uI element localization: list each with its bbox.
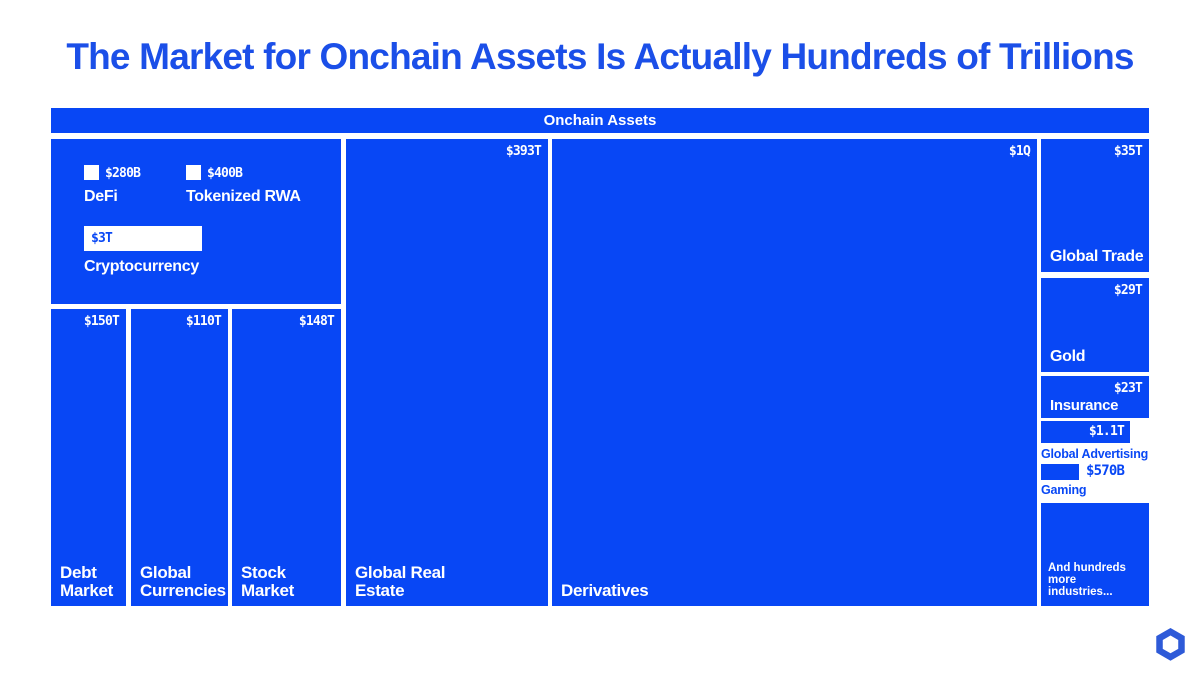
stock-market-label: Stock Market — [241, 563, 295, 601]
tokenized-rwa-swatch-icon — [186, 165, 201, 180]
treemap-box-global-trade: $35T Global Trade — [1041, 139, 1149, 272]
gaming-value: $570B — [1086, 463, 1125, 479]
global-real-estate-label: Global Real Estate — [355, 563, 446, 601]
insurance-value: $23T — [1113, 381, 1143, 396]
defi-swatch-icon — [84, 165, 99, 180]
treemap-bar-gaming — [1041, 464, 1079, 480]
treemap-box-global-real-estate: $393T Global Real Estate — [346, 139, 548, 606]
defi-value: $280B — [105, 166, 141, 181]
global-currencies-value: $110T — [185, 314, 222, 329]
cryptocurrency-value: $3T — [91, 231, 113, 246]
defi-label: DeFi — [84, 188, 118, 205]
treemap-box-more-industries: And hundreds more industries... — [1041, 503, 1149, 606]
derivatives-value: $1Q — [1008, 144, 1031, 159]
treemap-box-global-currencies: $110T Global Currencies — [131, 309, 228, 606]
tokenized-rwa-value: $400B — [207, 166, 243, 181]
treemap-box-derivatives: $1Q Derivatives — [552, 139, 1037, 606]
gaming-label: Gaming — [1041, 483, 1087, 497]
page-title: The Market for Onchain Assets Is Actuall… — [66, 36, 1134, 77]
global-advertising-label: Global Advertising — [1041, 447, 1149, 461]
global-real-estate-value: $393T — [505, 144, 542, 159]
debt-market-label: Debt Market — [60, 563, 114, 601]
treemap-box-crypto-group: $280B DeFi $400B Tokenized RWA $3T Crypt… — [51, 139, 341, 304]
treemap-box-gold: $29T Gold — [1041, 278, 1149, 372]
derivatives-label: Derivatives — [561, 581, 649, 601]
treemap-box-insurance: $23T Insurance — [1041, 376, 1149, 418]
chainlink-logo-icon — [1156, 628, 1185, 661]
cryptocurrency-bar: $3T — [84, 226, 202, 251]
global-trade-value: $35T — [1113, 144, 1143, 159]
onchain-assets-treemap: Onchain Assets $280B DeFi $400B Tokenize… — [51, 108, 1149, 606]
cryptocurrency-label: Cryptocurrency — [84, 258, 199, 275]
gold-value: $29T — [1113, 283, 1143, 298]
stock-market-value: $148T — [298, 314, 335, 329]
tokenized-rwa-label: Tokenized RWA — [186, 188, 301, 205]
treemap-box-stock-market: $148T Stock Market — [232, 309, 341, 606]
treemap-box-debt-market: $150T Debt Market — [51, 309, 126, 606]
global-advertising-value: $1.1T — [1088, 424, 1125, 439]
global-trade-label: Global Trade — [1050, 248, 1144, 266]
debt-market-value: $150T — [83, 314, 120, 329]
insurance-label: Insurance — [1050, 397, 1119, 415]
global-currencies-label: Global Currencies — [140, 563, 226, 601]
treemap-bar-global-advertising: $1.1T — [1041, 421, 1130, 443]
more-industries-label: And hundreds more industries... — [1048, 561, 1126, 598]
gold-label: Gold — [1050, 348, 1086, 366]
treemap-root-header: Onchain Assets — [51, 108, 1149, 133]
